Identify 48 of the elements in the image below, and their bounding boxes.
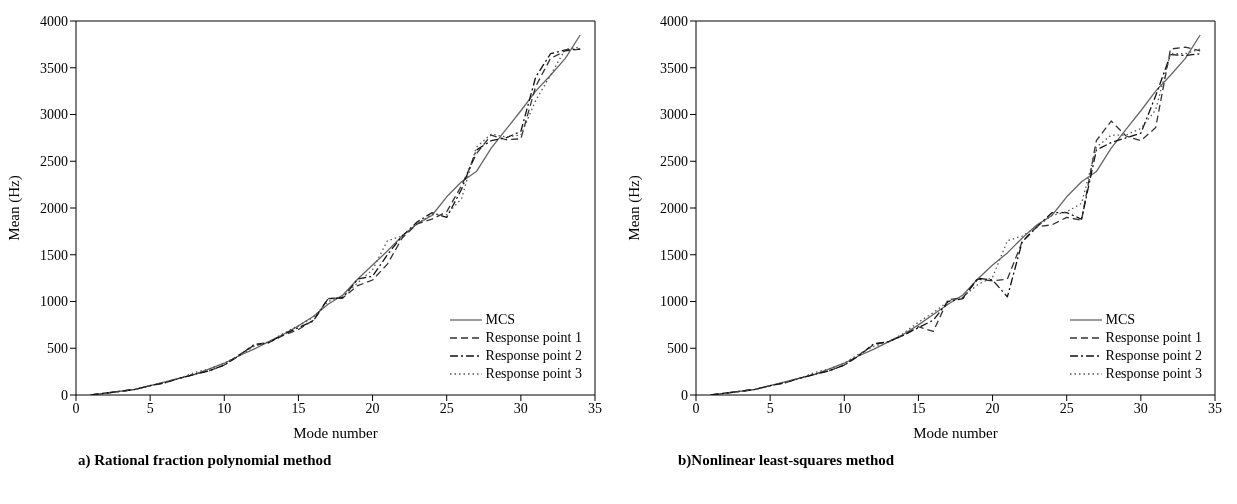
x-tick-label: 10 [217, 400, 232, 416]
y-tick-label: 3000 [660, 107, 688, 123]
x-tick-label: 5 [146, 400, 154, 416]
x-tick-label: 35 [588, 400, 602, 416]
x-axis-title: Mode number [913, 425, 998, 441]
y-tick-label: 3500 [660, 60, 688, 76]
legend-label: Response point 2 [485, 347, 582, 365]
legend-label: Response point 2 [1105, 347, 1202, 365]
y-tick-label: 500 [667, 341, 688, 357]
y-tick-label: 3500 [40, 60, 68, 76]
x-tick-label: 35 [1208, 400, 1222, 416]
x-tick-label: 0 [692, 400, 700, 416]
y-tick-label: 1500 [660, 247, 688, 263]
y-tick-label: 3000 [40, 107, 68, 123]
y-tick-label: 1000 [660, 294, 688, 310]
y-tick-label: 2000 [660, 200, 688, 216]
legend-label: Response point 3 [485, 365, 582, 383]
y-axis-title: Mean (Hz) [6, 175, 24, 241]
legend-label: Response point 1 [1105, 329, 1202, 347]
x-tick-label: 20 [985, 400, 1000, 416]
y-axis-title: Mean (Hz) [626, 175, 644, 241]
y-tick-label: 500 [47, 341, 68, 357]
x-tick-label: 5 [766, 400, 774, 416]
x-tick-label: 30 [1133, 400, 1148, 416]
y-tick-label: 0 [681, 387, 688, 403]
x-tick-label: 10 [837, 400, 852, 416]
legend-label: MCS [1105, 311, 1136, 329]
x-tick-label: 25 [439, 400, 454, 416]
legend-label: MCS [485, 311, 516, 329]
x-tick-label: 30 [513, 400, 528, 416]
x-tick-label: 20 [365, 400, 380, 416]
x-tick-label: 15 [911, 400, 926, 416]
y-tick-label: 4000 [660, 13, 688, 29]
text: b)Nonlinear least-squares method [678, 452, 896, 469]
x-tick-label: 0 [72, 400, 80, 416]
legend-label: Response point 1 [485, 329, 582, 347]
text: a) Rational fraction polynomial method [78, 452, 333, 469]
y-tick-label: 1000 [40, 294, 68, 310]
legend-label: Response point 3 [1105, 365, 1202, 383]
y-tick-label: 2000 [40, 200, 68, 216]
x-tick-label: 25 [1059, 400, 1074, 416]
x-tick-label: 15 [291, 400, 306, 416]
x-axis-title: Mode number [293, 425, 378, 441]
y-tick-label: 0 [61, 387, 68, 403]
y-tick-label: 2500 [660, 154, 688, 170]
y-tick-label: 1500 [40, 247, 68, 263]
y-tick-label: 4000 [40, 13, 68, 29]
y-tick-label: 2500 [40, 154, 68, 170]
